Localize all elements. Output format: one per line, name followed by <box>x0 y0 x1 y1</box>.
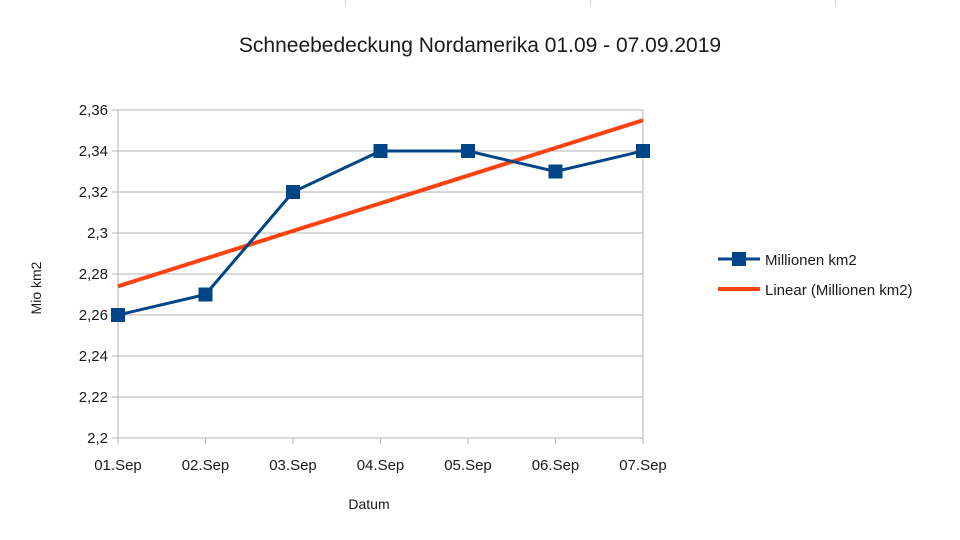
x-tick-label: 06.Sep <box>532 457 580 474</box>
tick-labels: 2,2 2,22 2,24 2,26 2,28 2,3 2,32 2,34 2,36 01.Sep… <box>79 102 667 474</box>
data-point-marker <box>636 144 650 158</box>
data-point-marker <box>548 164 563 179</box>
x-tick-label: 02.Sep <box>182 457 230 474</box>
trendline <box>117 118 644 289</box>
data-point-marker <box>461 144 475 158</box>
y-tick-label: 2,36 <box>79 102 108 119</box>
y-tick-label: 2,32 <box>79 184 108 201</box>
x-tick-label: 05.Sep <box>444 457 492 474</box>
y-tick-label: 2,26 <box>79 307 108 324</box>
x-tick-label: 04.Sep <box>357 457 405 474</box>
y-tick-label: 2,22 <box>79 389 108 406</box>
y-tick-label: 2,28 <box>79 266 108 283</box>
top-edge-ticks <box>0 0 960 8</box>
y-axis-title: Mio km2 <box>28 261 44 314</box>
y-tick-label: 2,2 <box>87 430 108 447</box>
y-tick-label: 2,34 <box>79 143 108 160</box>
data-point-marker <box>198 287 213 302</box>
y-tick-label: 2,3 <box>87 225 108 242</box>
data-point-marker <box>373 144 388 158</box>
series-group <box>111 144 650 322</box>
x-tick-label: 01.Sep <box>94 457 142 474</box>
legend-series-label: Millionen km2 <box>765 252 857 269</box>
x-tick-label: 03.Sep <box>269 457 317 474</box>
data-point-marker <box>286 185 300 199</box>
gridlines <box>118 109 644 438</box>
y-tick-label: 2,24 <box>79 348 108 365</box>
chart-title: Schneebedeckung Nordamerika 01.09 - 07.0… <box>239 34 721 57</box>
legend-series-marker <box>732 252 746 266</box>
data-point-marker <box>111 308 125 322</box>
trendline-group <box>117 118 644 289</box>
x-axis-title: Datum <box>348 496 389 512</box>
legend-trendline-label: Linear (Millionen km2) <box>765 282 913 299</box>
axes <box>112 109 644 444</box>
x-tick-label: 07.Sep <box>619 457 667 474</box>
legend: Millionen km2 Linear (Millionen km2) <box>718 252 913 299</box>
